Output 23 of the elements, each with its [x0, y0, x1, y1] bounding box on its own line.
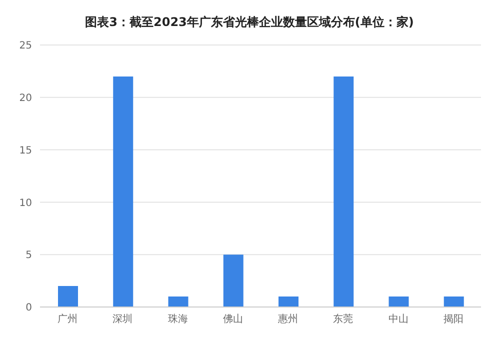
- x-tick-label: 揭阳: [443, 313, 464, 326]
- x-tick-label: 广州: [58, 313, 78, 326]
- bar: [334, 76, 354, 307]
- y-tick-label: 20: [19, 92, 32, 104]
- y-tick-label: 15: [19, 145, 32, 156]
- x-tick-label: 佛山: [222, 313, 243, 326]
- bar: [444, 296, 464, 307]
- bar: [278, 296, 298, 307]
- y-tick-label: 25: [19, 40, 32, 52]
- bar: [223, 254, 244, 307]
- x-tick-label: 珠海: [168, 313, 188, 326]
- bar: [113, 76, 134, 307]
- x-tick-label: 深圳: [112, 313, 133, 326]
- x-tick-label: 东莞: [333, 313, 354, 326]
- x-tick-label: 惠州: [277, 313, 298, 326]
- y-tick-label: 0: [26, 302, 32, 314]
- bar: [168, 296, 188, 307]
- x-tick-label: 中山: [388, 313, 408, 326]
- bar: [388, 296, 409, 307]
- bar: [58, 286, 78, 307]
- y-tick-label: 10: [19, 198, 32, 209]
- y-tick-label: 5: [26, 250, 32, 262]
- chart-title: 图表3：截至2023年广东省光棒企业数量区域分布(单位：家): [84, 14, 415, 31]
